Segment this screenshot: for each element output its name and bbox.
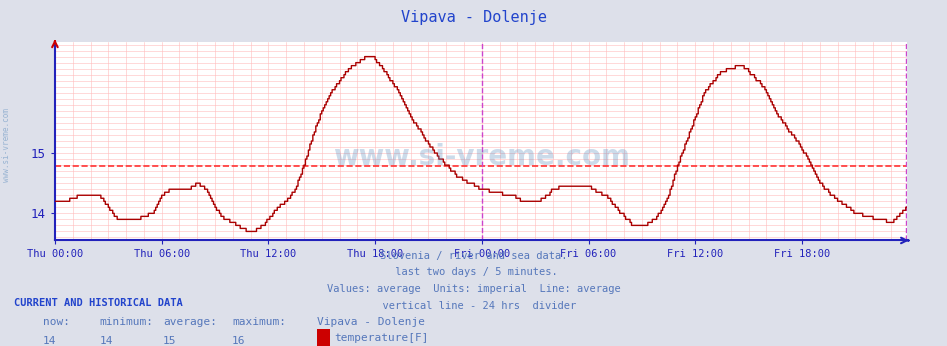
Text: Vipava - Dolenje: Vipava - Dolenje [401, 10, 546, 25]
Text: now:: now: [43, 317, 70, 327]
Text: temperature[F]: temperature[F] [334, 333, 429, 343]
Text: 16: 16 [232, 336, 245, 346]
Text: 15: 15 [163, 336, 176, 346]
Text: Values: average  Units: imperial  Line: average: Values: average Units: imperial Line: av… [327, 284, 620, 294]
Text: 14: 14 [99, 336, 113, 346]
Text: last two days / 5 minutes.: last two days / 5 minutes. [389, 267, 558, 277]
Text: Slovenia / river and sea data.: Slovenia / river and sea data. [380, 251, 567, 261]
Text: vertical line - 24 hrs  divider: vertical line - 24 hrs divider [370, 301, 577, 311]
Text: Vipava - Dolenje: Vipava - Dolenje [317, 317, 425, 327]
Text: minimum:: minimum: [99, 317, 153, 327]
Text: maximum:: maximum: [232, 317, 286, 327]
Text: www.si-vreme.com: www.si-vreme.com [2, 108, 11, 182]
Text: 14: 14 [43, 336, 56, 346]
Text: www.si-vreme.com: www.si-vreme.com [332, 143, 630, 171]
Text: CURRENT AND HISTORICAL DATA: CURRENT AND HISTORICAL DATA [14, 298, 183, 308]
Text: average:: average: [163, 317, 217, 327]
